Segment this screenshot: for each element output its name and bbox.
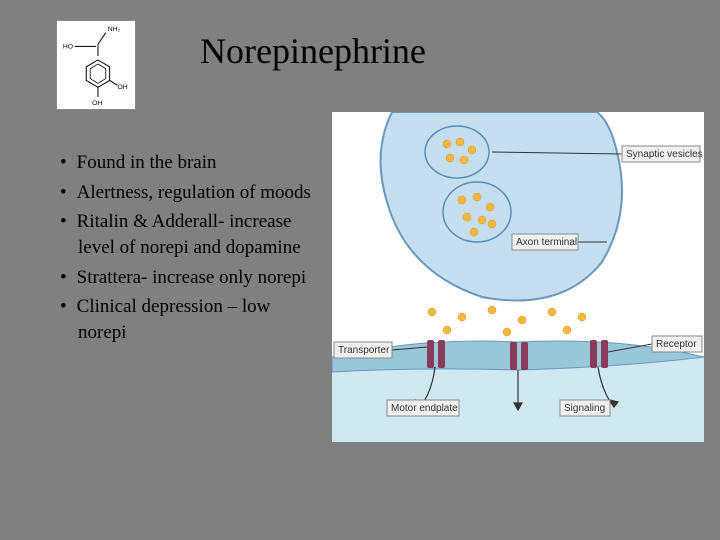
bullet-item: Strattera- increase only norepi — [60, 265, 320, 291]
label-receptor: Receptor — [656, 339, 697, 350]
slide-title: Norepinephrine — [200, 30, 426, 72]
label-motor-endplate: Motor endplate — [391, 403, 458, 414]
svg-text:NH₂: NH₂ — [108, 26, 121, 33]
bullet-list: Found in the brain Alertness, regulation… — [60, 150, 320, 349]
bullet-item: Found in the brain — [60, 150, 320, 176]
bullet-item: Alertness, regulation of moods — [60, 180, 320, 206]
bullet-item: Clinical depression – low norepi — [60, 294, 320, 345]
svg-text:HO: HO — [63, 43, 73, 50]
label-signaling: Signaling — [564, 403, 605, 414]
bullet-item: Ritalin & Adderall- increase level of no… — [60, 209, 320, 260]
label-synaptic-vesicles: Synaptic vesicles — [626, 149, 703, 160]
molecule-structure: NH₂ HO OH OH — [56, 20, 136, 110]
label-axon-terminal: Axon terminal — [516, 237, 577, 248]
synapse-diagram: Synaptic vesicles Axon terminal Transpor… — [332, 112, 704, 442]
svg-text:OH: OH — [117, 84, 127, 91]
label-transporter: Transporter — [338, 345, 390, 356]
svg-text:OH: OH — [92, 100, 102, 107]
